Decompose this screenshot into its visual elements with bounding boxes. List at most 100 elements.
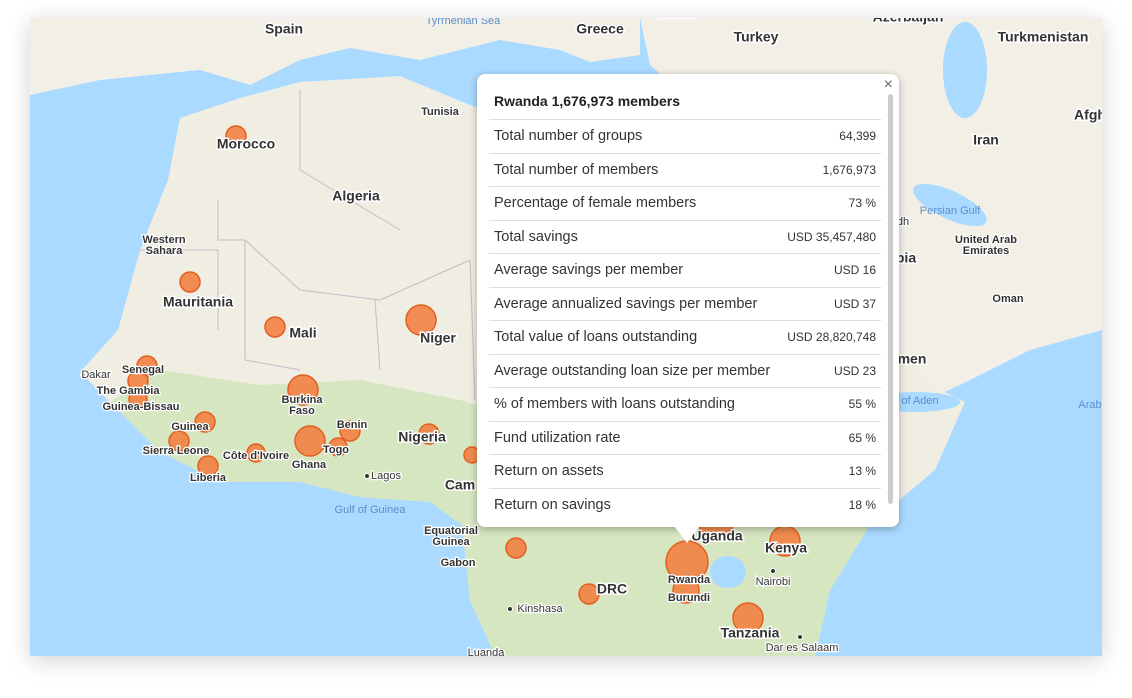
bubble[interactable] — [128, 389, 148, 409]
europe — [30, 18, 640, 95]
bubble[interactable] — [197, 455, 219, 477]
stat-label: Percentage of female members — [489, 186, 781, 220]
place-label: Equatorial — [424, 525, 478, 537]
stat-row: Return on savings 18 % — [489, 487, 881, 521]
place-label: Senegal — [122, 364, 164, 376]
place-label: Kinshasa — [517, 603, 563, 615]
stat-label: Total number of members — [489, 152, 781, 187]
place-label: Persian Gulf — [920, 205, 981, 217]
bubble[interactable] — [168, 430, 190, 452]
place-label: Western — [142, 234, 185, 246]
bubble[interactable] — [505, 537, 527, 559]
place-label: Gabon — [441, 557, 476, 569]
stats-table: Total number of groups 64,399 Total number… — [489, 119, 881, 521]
stat-label: Total number of groups — [489, 119, 781, 153]
bubble[interactable] — [225, 125, 247, 147]
border-lines — [140, 90, 476, 401]
stat-row: Fund utilization rate 65 % — [489, 420, 881, 455]
place-label: Ghana — [292, 459, 327, 471]
stat-value: 1,676,973 — [780, 152, 881, 187]
place-label: DRC — [597, 581, 627, 597]
place-label: Iran — [973, 132, 999, 148]
place-label: Rwanda — [668, 574, 711, 586]
popup-title: Rwanda 1,676,973 members — [494, 93, 680, 109]
place-label: Côte d'Ivoire — [223, 450, 289, 462]
bubble[interactable] — [418, 423, 440, 445]
bubble[interactable] — [287, 374, 319, 406]
city-dot — [507, 606, 513, 612]
caspian-sea — [943, 22, 987, 118]
city-dot — [364, 473, 370, 479]
place-label: Benin — [337, 419, 368, 431]
place-label: Gulf of Guinea — [335, 504, 407, 516]
bubble[interactable] — [405, 304, 437, 336]
stat-label: Fund utilization rate — [489, 420, 781, 455]
stat-label: Average savings per member — [489, 253, 781, 287]
city-dot — [770, 568, 776, 574]
place-label: Sahara — [146, 245, 184, 257]
scrollbar[interactable] — [888, 94, 893, 504]
stat-value: USD 37 — [780, 286, 881, 321]
place-label: Niger — [420, 330, 456, 346]
place-label: Kenya — [765, 540, 807, 556]
borders — [140, 90, 476, 401]
stat-value: 73 % — [780, 186, 881, 220]
bubble[interactable] — [339, 420, 361, 442]
place-label: Spain — [265, 21, 303, 37]
bubble[interactable] — [194, 411, 216, 433]
stat-value: USD 35,457,480 — [780, 219, 881, 254]
place-label: Emirates — [963, 245, 1009, 257]
bubble[interactable] — [294, 425, 326, 457]
stat-row: Average savings per member USD 16 — [489, 253, 881, 287]
place-label: of Aden — [901, 395, 938, 407]
stat-label: Total savings — [489, 219, 781, 254]
bubble[interactable] — [578, 583, 600, 605]
stat-value: 64,399 — [780, 119, 881, 153]
bubble[interactable] — [328, 437, 348, 457]
place-label: Tunisia — [421, 106, 460, 118]
place-label: Guinea — [171, 421, 209, 433]
stat-row: Return on assets 13 % — [489, 454, 881, 488]
bubble[interactable] — [672, 576, 700, 604]
stat-row: Average annualized savings per member USD… — [489, 286, 881, 321]
stat-value: USD 28,820,748 — [780, 320, 881, 354]
place-label: Uganda — [691, 528, 743, 544]
stat-value: USD 23 — [780, 353, 881, 388]
place-label: Greece — [576, 21, 624, 37]
lake-victoria — [710, 556, 746, 588]
stat-label: Return on savings — [489, 487, 781, 521]
city-dot — [80, 372, 86, 378]
stat-row: % of members with loans outstanding 55 % — [489, 387, 881, 421]
stat-label: Average annualized savings per member — [489, 286, 781, 321]
bubble[interactable] — [264, 316, 286, 338]
stat-label: Total value of loans outstanding — [489, 320, 781, 354]
place-label: Algeria — [332, 188, 380, 204]
persian-gulf — [913, 183, 987, 227]
bubble[interactable] — [732, 602, 764, 634]
bubbles — [127, 125, 801, 634]
close-button[interactable]: × — [883, 76, 893, 93]
place-label: Arab — [1078, 399, 1101, 411]
place-label: Azerbaijan — [873, 18, 944, 25]
stat-value: USD 16 — [780, 253, 881, 287]
stat-label: % of members with loans outstanding — [489, 387, 781, 421]
stat-row: Total number of members 1,676,973 — [489, 152, 881, 187]
place-label: Burkina — [282, 394, 324, 406]
bubble[interactable] — [179, 271, 201, 293]
place-label: Togo — [323, 444, 349, 456]
place-label: Nigeria — [398, 429, 446, 445]
place-label: Guinea-Bissau — [102, 401, 179, 413]
bubble[interactable] — [246, 443, 266, 463]
stat-row: Average outstanding loan size per member… — [489, 353, 881, 388]
place-label: Lagos — [371, 470, 401, 482]
place-label: Dakar — [81, 369, 111, 381]
place-label: United Arab — [955, 234, 1017, 246]
place-label: Guinea — [432, 536, 470, 548]
stat-value: 65 % — [780, 420, 881, 455]
place-label: Faso — [289, 405, 315, 417]
place-label: Sierra Leone — [143, 445, 210, 457]
stat-label: Return on assets — [489, 454, 781, 488]
place-label: Nairobi — [756, 576, 791, 588]
stat-row: Percentage of female members 73 % — [489, 186, 881, 220]
